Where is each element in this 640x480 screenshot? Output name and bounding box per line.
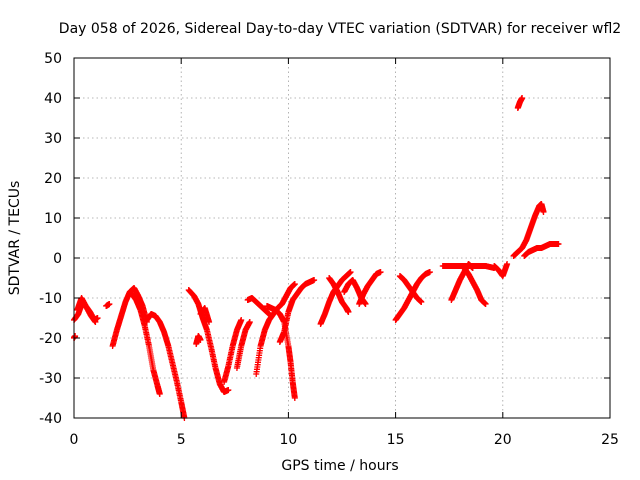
chart-title: Day 058 of 2026, Sidereal Day-to-day VTE… [59, 21, 621, 37]
data-point [311, 277, 318, 283]
data-point [291, 281, 298, 287]
y-axis-label: SDTVAR / TECUs [7, 181, 23, 296]
y-tick-label--40: -40 [39, 411, 62, 427]
data-point [94, 315, 101, 321]
data-point [106, 301, 113, 307]
series-sat-track-10 [197, 305, 213, 325]
x-tick-label-20: 20 [494, 432, 512, 448]
series-sat-track-20 [356, 269, 384, 307]
data-point [347, 269, 354, 275]
y-tick-label-40: 40 [44, 91, 62, 107]
series-sat-track-27 [510, 201, 547, 259]
series-sat-track-28 [521, 241, 562, 259]
data-point [238, 317, 245, 323]
y-tick-label--20: -20 [39, 331, 62, 347]
data-point [504, 261, 511, 267]
data-point [482, 301, 489, 307]
series-sat-track-16 [276, 277, 318, 345]
data-points [71, 95, 562, 421]
y-tick-label-30: 30 [44, 131, 62, 147]
y-tick-labels: -40 -30 -20 -10 0 10 20 30 40 50 [39, 51, 62, 427]
data-point [418, 299, 425, 305]
series-sat-track-26 [491, 261, 511, 279]
y-tick-label-50: 50 [44, 51, 62, 67]
data-point [246, 319, 253, 325]
data-point [426, 269, 433, 275]
x-tick-label-25: 25 [601, 432, 619, 448]
data-point [156, 391, 163, 397]
series-sat-track-22 [396, 273, 425, 305]
series-sat-track-8 [193, 333, 204, 347]
data-point [362, 301, 369, 307]
data-point [291, 395, 298, 401]
data-point [206, 319, 213, 325]
y-tick-label-0: 0 [53, 251, 62, 267]
series-sat-track-18 [326, 275, 352, 315]
series-sat-track-3 [74, 295, 101, 323]
series-sat-track-7 [143, 311, 188, 421]
y-tick-label-20: 20 [44, 171, 62, 187]
series-sat-track-25 [461, 265, 489, 307]
axis-ticks [73, 57, 611, 419]
y-tick-label-10: 10 [44, 211, 62, 227]
data-point [555, 241, 562, 247]
data-point [377, 269, 384, 275]
data-point [519, 95, 526, 101]
x-tick-label-10: 10 [279, 432, 297, 448]
series-sat-track-2 [71, 333, 79, 341]
data-point [225, 387, 232, 393]
series-sat-track-12 [233, 319, 253, 371]
series-sat-track-6 [128, 291, 163, 397]
plot-frame [73, 57, 611, 419]
y-tick-label--10: -10 [39, 291, 62, 307]
data-point [540, 209, 547, 215]
x-tick-labels: 0 5 10 15 20 25 [70, 432, 619, 448]
series-sat-track-11 [221, 317, 245, 385]
series-sat-track-29 [514, 95, 526, 111]
series-sat-track-4 [103, 301, 113, 309]
data-point [469, 265, 476, 271]
x-axis-label: GPS time / hours [281, 458, 398, 474]
y-tick-label--30: -30 [39, 371, 62, 387]
x-tick-label-0: 0 [70, 432, 79, 448]
x-tick-label-15: 15 [387, 432, 405, 448]
data-point [345, 309, 352, 315]
data-point [197, 337, 204, 343]
x-tick-label-5: 5 [177, 432, 186, 448]
